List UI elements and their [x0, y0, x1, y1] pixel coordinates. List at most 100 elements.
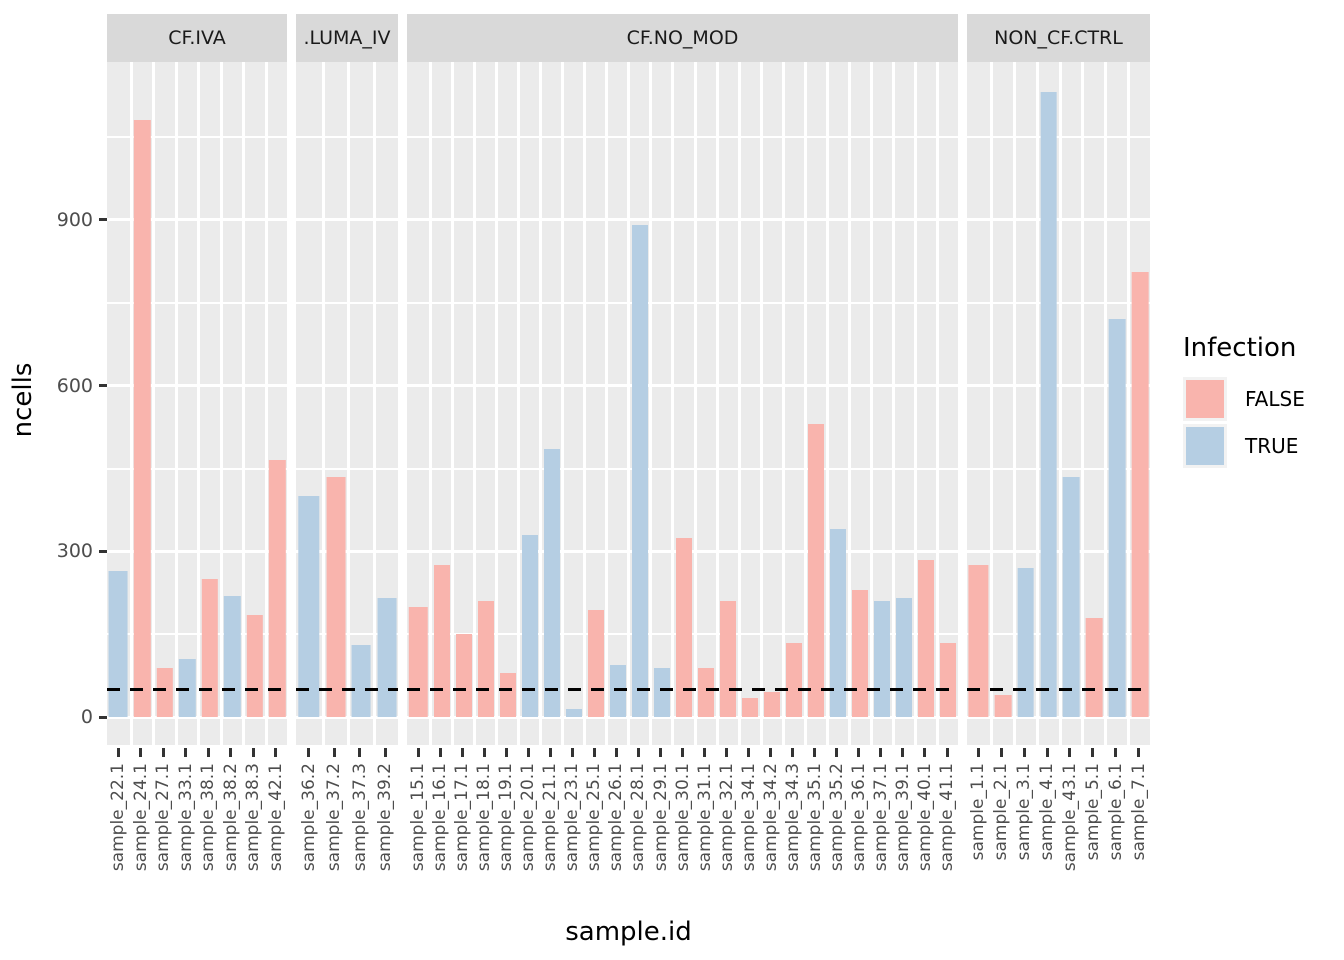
- x-tick: [725, 748, 729, 757]
- x-tick-label: sample_5.1: [1082, 763, 1103, 861]
- bar: [499, 673, 516, 718]
- minor-gridline: [407, 467, 958, 470]
- legend-item: FALSE: [1183, 377, 1305, 421]
- x-tick-label: sample_3.1: [1014, 763, 1035, 861]
- bar: [994, 695, 1012, 718]
- category-slot: [473, 62, 495, 745]
- category-slot: [347, 62, 373, 745]
- bar: [408, 606, 428, 718]
- x-tick: [901, 748, 905, 757]
- bar: [830, 529, 847, 718]
- x-tick: [791, 748, 795, 757]
- x-tick: [879, 748, 883, 757]
- x-tick: [747, 748, 751, 757]
- x-tick: [570, 748, 574, 757]
- category-slot: [1081, 62, 1104, 745]
- bar: [1085, 617, 1103, 718]
- bar: [786, 642, 803, 718]
- x-tick-label: sample_27.1: [153, 763, 174, 872]
- x-tick-label: sample_20.1: [518, 763, 539, 872]
- x-tick: [1137, 748, 1141, 757]
- category-slot: [869, 62, 892, 745]
- category-slot: [781, 62, 804, 745]
- facet-strip: CF.NO_MOD: [407, 14, 958, 62]
- facet-strip-label: .LUMA_IV: [303, 27, 391, 49]
- facet-panel: [967, 62, 1150, 745]
- facet-strip-label: CF.NO_MOD: [626, 27, 739, 49]
- legend-items: FALSE TRUE: [1183, 377, 1305, 468]
- x-tick-label: sample_36.2: [298, 763, 319, 872]
- x-tick: [659, 748, 662, 757]
- bar: [968, 565, 989, 718]
- x-tick: [274, 748, 278, 757]
- x-tick: [1068, 748, 1072, 757]
- minor-gridline: [407, 135, 958, 138]
- y-tick: [99, 715, 107, 719]
- major-gridline: [407, 384, 958, 387]
- bar: [455, 634, 472, 718]
- facet-strip-label: CF.IVA: [168, 27, 226, 49]
- x-tick: [614, 748, 618, 757]
- x-tick-label: sample_26.1: [606, 763, 627, 872]
- x-tick-label: sample_38.2: [220, 763, 241, 872]
- legend-title: Infection: [1183, 333, 1297, 363]
- bar: [351, 645, 371, 718]
- bar: [156, 667, 173, 718]
- dashed-reference-line: [407, 688, 958, 692]
- bar: [1017, 568, 1035, 718]
- category-slot: [561, 62, 583, 745]
- x-tick-label: sample_24.1: [130, 763, 151, 872]
- category-slot: [451, 62, 473, 745]
- facet-strip-label: NON_CF.CTRL: [994, 27, 1123, 49]
- x-tick: [229, 748, 233, 757]
- x-tick: [438, 748, 442, 757]
- x-axis-title: sample.id: [565, 917, 692, 947]
- category-slot: [649, 62, 671, 745]
- x-tick-label: sample_2.1: [991, 763, 1012, 861]
- category-slot: [825, 62, 848, 745]
- category-slot: [759, 62, 782, 745]
- facet-panel: [107, 62, 287, 745]
- category-slot: [517, 62, 539, 745]
- legend-key-swatch: [1183, 424, 1227, 468]
- bar: [224, 595, 241, 718]
- x-tick-label: sample_33.1: [175, 763, 196, 872]
- y-tick-label: 900: [56, 208, 93, 231]
- bar: [720, 601, 737, 718]
- category-slot: [129, 62, 153, 745]
- dashed-reference-line: [107, 688, 287, 692]
- x-tick: [813, 748, 817, 757]
- category-slot: [627, 62, 649, 745]
- x-tick-label: sample_17.1: [452, 763, 473, 872]
- legend-item-label: TRUE: [1245, 434, 1299, 458]
- bar: [1131, 272, 1149, 718]
- x-tick-label: sample_38.1: [198, 763, 219, 872]
- x-tick-label: sample_34.2: [760, 763, 781, 872]
- legend-key-swatch: [1183, 377, 1227, 421]
- bar: [108, 570, 128, 718]
- category-slot: [715, 62, 738, 745]
- bar: [201, 579, 218, 718]
- x-tick-label: sample_18.1: [474, 763, 495, 872]
- bar: [742, 697, 759, 718]
- x-tick-label: sample_34.3: [782, 763, 803, 872]
- category-slot: [264, 62, 288, 745]
- x-tick-label: sample_19.1: [496, 763, 517, 872]
- legend-item-label: FALSE: [1245, 387, 1305, 411]
- category-slot: [583, 62, 605, 745]
- x-tick-label: sample_22.1: [108, 763, 129, 872]
- bar: [246, 615, 263, 718]
- y-tick-label: 300: [56, 540, 93, 563]
- category-slot: [372, 62, 399, 745]
- y-tick: [99, 549, 107, 553]
- x-tick-label: sample_1.1: [968, 763, 989, 861]
- bar: [698, 667, 715, 718]
- bar: [543, 449, 560, 718]
- x-tick: [923, 748, 927, 757]
- bar: [587, 609, 604, 718]
- category-slot: [737, 62, 760, 745]
- bar: [377, 598, 397, 718]
- x-tick-label: sample_42.1: [265, 763, 286, 872]
- legend-item: TRUE: [1183, 424, 1305, 468]
- category-slot: [1104, 62, 1127, 745]
